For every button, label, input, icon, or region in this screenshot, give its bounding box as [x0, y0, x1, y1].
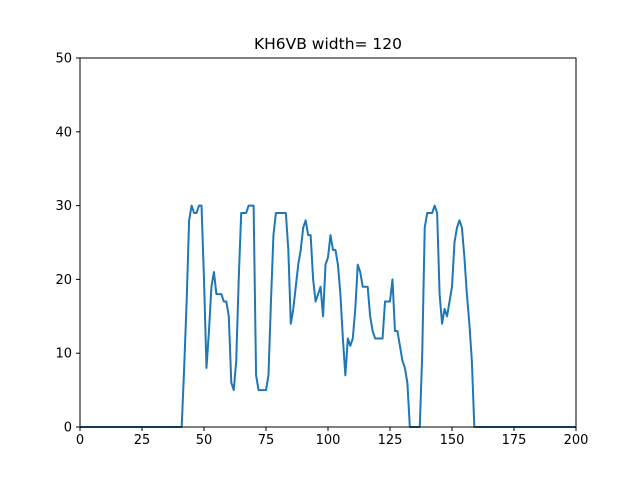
x-tick-label: 25 — [134, 433, 151, 448]
x-tick-label: 50 — [196, 433, 213, 448]
y-tick-label: 50 — [55, 52, 72, 67]
y-tick-label: 40 — [55, 125, 72, 140]
x-tick-label: 175 — [502, 433, 527, 448]
x-tick-label: 75 — [258, 433, 275, 448]
x-tick-label: 0 — [76, 433, 84, 448]
y-tick-label: 30 — [55, 199, 72, 214]
y-tick-label: 0 — [64, 421, 72, 436]
y-tick-label: 20 — [55, 273, 72, 288]
x-axis: 0 25 50 75 100 125 150 175 200 — [76, 427, 589, 448]
x-tick-label: 200 — [564, 433, 589, 448]
series-line-0 — [80, 204, 576, 428]
chart-title: KH6VB width= 120 — [254, 35, 402, 53]
plot-frame — [79, 57, 577, 428]
x-tick-label: 150 — [440, 433, 465, 448]
x-tick-label: 100 — [316, 433, 341, 448]
plot-area — [80, 204, 576, 428]
y-tick-label: 10 — [55, 347, 72, 362]
x-tick-label: 125 — [378, 433, 403, 448]
y-axis: 0 10 20 30 40 50 — [55, 52, 80, 436]
